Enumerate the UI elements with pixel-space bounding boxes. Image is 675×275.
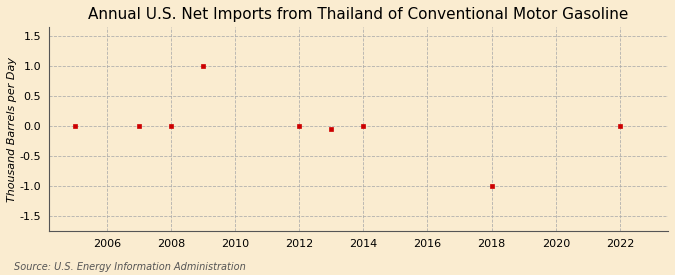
Y-axis label: Thousand Barrels per Day: Thousand Barrels per Day bbox=[7, 57, 17, 202]
Title: Annual U.S. Net Imports from Thailand of Conventional Motor Gasoline: Annual U.S. Net Imports from Thailand of… bbox=[88, 7, 628, 22]
Text: Source: U.S. Energy Information Administration: Source: U.S. Energy Information Administ… bbox=[14, 262, 245, 272]
